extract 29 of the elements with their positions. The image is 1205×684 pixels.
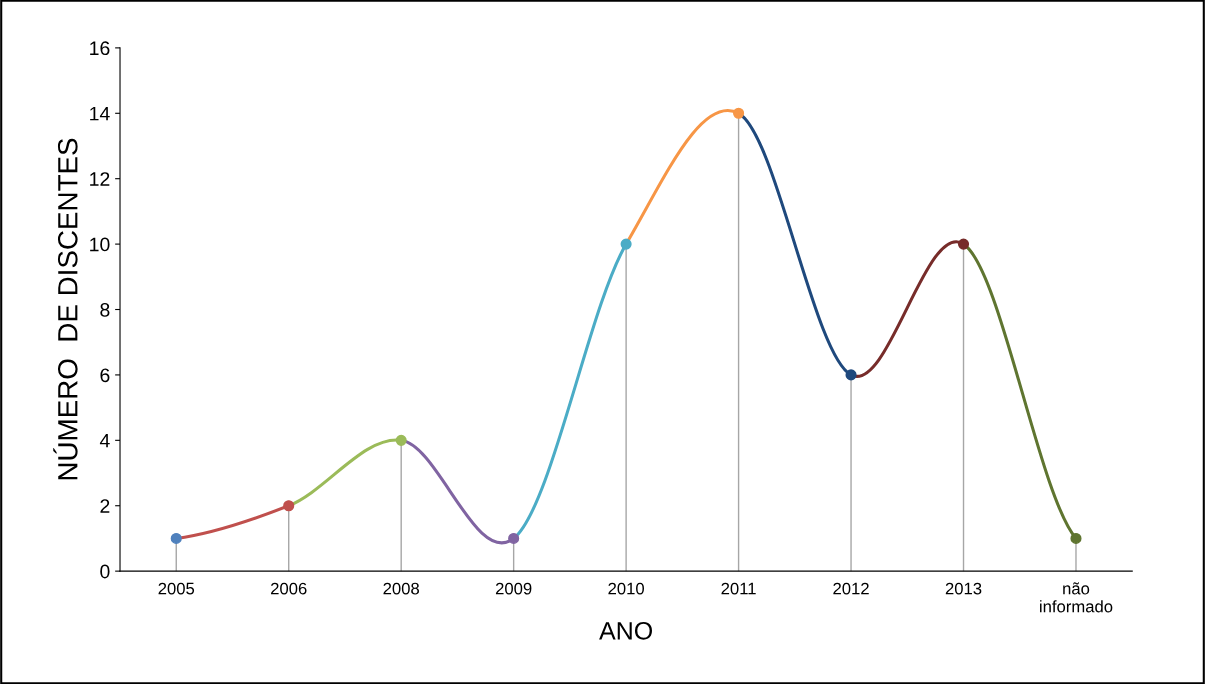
point — [395, 434, 407, 446]
y-axis-title: NÚMERO DE DISCENTES — [53, 138, 78, 480]
x-tick-label: 2010 — [608, 582, 645, 595]
y-tick-label: 0 — [100, 564, 110, 579]
point — [170, 532, 182, 544]
y-tick-label: 16 — [90, 41, 110, 56]
x-tick-label: 2005 — [158, 582, 195, 595]
point — [1070, 532, 1082, 544]
y-tick-label: 4 — [99, 433, 110, 448]
point — [845, 369, 857, 381]
x-axis-title: ANO — [599, 621, 653, 640]
x-tick-label: 2006 — [271, 582, 307, 595]
point — [283, 500, 295, 512]
point — [957, 238, 970, 250]
y-tick-label: 2 — [100, 499, 110, 513]
x-tick-label: 2011 — [721, 582, 756, 595]
x-tick-label: não informado — [1040, 582, 1113, 613]
point — [508, 532, 520, 544]
y-tick-label: 14 — [90, 106, 110, 121]
x-tick-label: 2013 — [945, 582, 982, 595]
x-tick-label: 2012 — [833, 582, 869, 595]
point — [620, 238, 632, 250]
y-tick-label: 10 — [90, 237, 110, 252]
y-tick-label: 12 — [90, 172, 110, 186]
x-tick-label: 2009 — [495, 582, 532, 595]
y-tick-label: 6 — [100, 368, 110, 383]
y-tick-label: 8 — [100, 302, 110, 317]
x-tick-label: 2008 — [383, 582, 419, 595]
point — [733, 107, 745, 119]
